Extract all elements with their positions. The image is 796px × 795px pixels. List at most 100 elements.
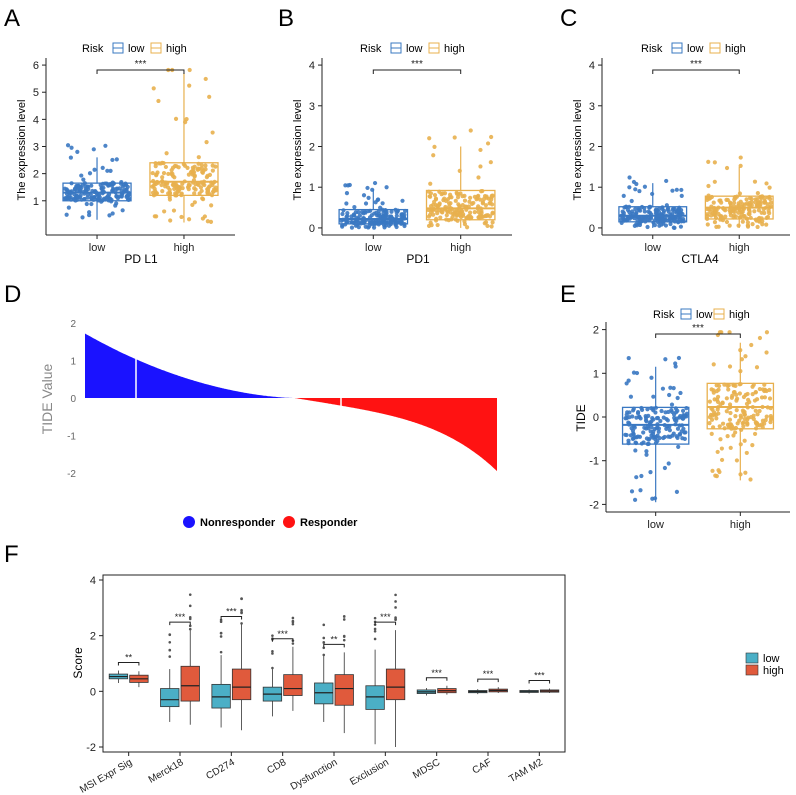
outlier-point	[322, 646, 326, 650]
x-tick-label: Dysfunction	[289, 757, 340, 793]
outlier-point	[168, 633, 172, 636]
panel-letter-d: D	[4, 281, 21, 308]
data-point	[724, 219, 730, 225]
data-point	[709, 194, 714, 200]
data-point	[744, 197, 749, 202]
data-point	[624, 381, 629, 386]
significance-bracket	[372, 69, 462, 74]
y-tick-label: 4	[33, 114, 39, 126]
data-point	[210, 168, 215, 173]
data-point	[480, 214, 485, 220]
y-tick-label: 0	[70, 394, 76, 405]
significance-bracket	[477, 678, 499, 683]
significance-label: ***	[692, 323, 704, 334]
data-point	[210, 130, 215, 135]
panel-letter-f: F	[4, 541, 19, 568]
data-point	[633, 187, 638, 192]
data-point	[464, 215, 470, 220]
outlier-point	[188, 627, 192, 631]
data-point	[724, 165, 730, 171]
legend-label-high: high	[166, 43, 187, 55]
data-point	[642, 425, 647, 430]
significance-bracket	[271, 638, 294, 642]
data-point	[745, 391, 750, 397]
data-point	[467, 199, 472, 204]
data-point	[185, 185, 191, 190]
y-tick-label: 5	[33, 87, 39, 99]
data-point	[678, 224, 684, 229]
data-point	[373, 200, 378, 205]
x-tick-label: low	[365, 242, 382, 254]
data-point	[344, 201, 349, 206]
data-point	[98, 182, 103, 188]
data-point	[207, 94, 212, 99]
data-point	[120, 208, 125, 213]
outlier-point	[322, 641, 326, 644]
data-point	[198, 185, 204, 190]
data-point	[210, 163, 215, 168]
box-high	[231, 668, 252, 701]
outlier-point	[240, 622, 243, 625]
data-point	[637, 188, 642, 194]
y-tick-label: 2	[589, 142, 595, 154]
data-point	[768, 200, 774, 205]
box-low	[211, 683, 231, 709]
panel-a-legend: Risk low high	[82, 42, 187, 55]
data-point	[667, 428, 672, 433]
data-point	[714, 416, 719, 421]
data-point	[757, 386, 762, 392]
data-point	[711, 200, 716, 205]
data-point	[681, 426, 686, 431]
data-point	[478, 164, 483, 169]
y-tick-label: 4	[309, 60, 315, 72]
legend-key-low	[745, 652, 759, 664]
outlier-point	[394, 617, 397, 621]
data-point	[740, 408, 746, 413]
y-tick-label: 0	[589, 223, 595, 235]
legend-label-low: low	[696, 309, 713, 321]
data-point	[483, 203, 489, 208]
data-point	[674, 187, 679, 192]
data-point	[709, 417, 715, 422]
x-tick-label: high	[450, 242, 471, 254]
data-point	[673, 364, 678, 369]
data-point	[68, 155, 73, 160]
data-point	[384, 185, 389, 190]
data-point	[203, 167, 208, 172]
data-point	[719, 457, 725, 463]
data-point	[680, 408, 686, 413]
data-point	[167, 195, 172, 200]
data-point	[671, 225, 676, 230]
data-point	[716, 224, 721, 229]
data-point	[637, 222, 643, 228]
data-point	[75, 194, 80, 199]
significance-label: ***	[483, 669, 494, 679]
data-point	[357, 213, 362, 218]
data-point	[399, 219, 404, 224]
y-tick-label: 3	[589, 101, 595, 113]
data-point	[767, 396, 773, 401]
data-point	[630, 436, 635, 441]
panel-c-legend: Risk low high	[641, 42, 746, 55]
y-tick-label: -1	[67, 432, 76, 443]
outlier-point	[240, 610, 243, 614]
data-point	[380, 201, 385, 206]
data-point	[629, 489, 635, 494]
panel-letter-b: B	[278, 5, 294, 32]
data-point	[646, 209, 651, 214]
legend-label-high: high	[444, 43, 465, 55]
data-point	[724, 396, 729, 401]
data-point	[720, 421, 726, 426]
data-point	[715, 394, 721, 399]
data-point	[752, 209, 757, 214]
panel-letter-a: A	[4, 5, 20, 32]
data-point	[440, 191, 446, 196]
data-point	[465, 225, 470, 230]
outlier-point	[188, 617, 192, 621]
data-point	[752, 179, 758, 184]
data-point	[203, 76, 208, 82]
data-point	[105, 168, 110, 173]
data-point	[679, 193, 684, 198]
panel-e-ylabel: TIDE	[574, 404, 588, 431]
